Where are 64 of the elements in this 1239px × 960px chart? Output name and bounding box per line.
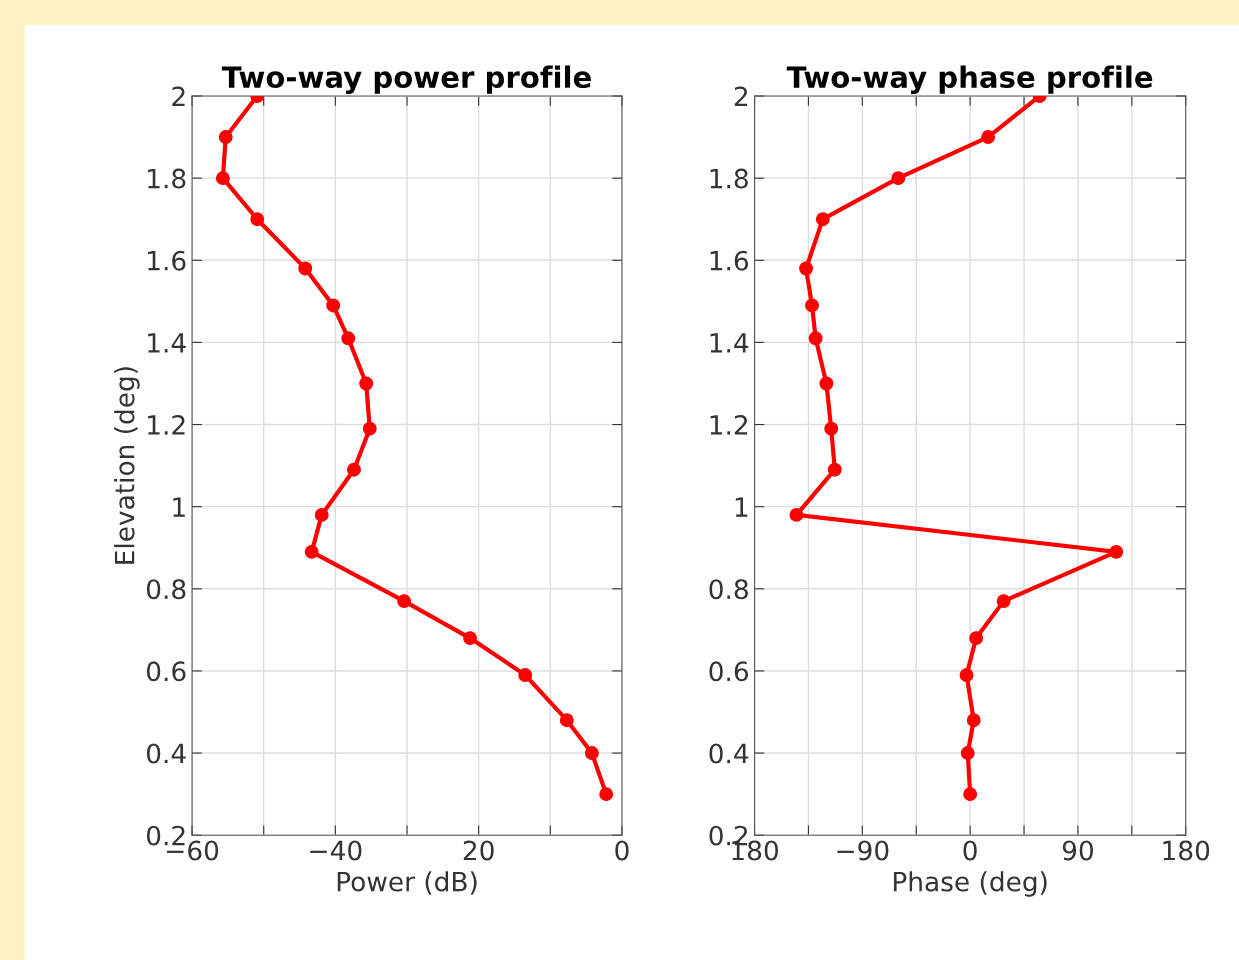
y-tick-label: 0.8 [146,579,186,600]
point [799,261,813,276]
point [966,713,981,728]
point [981,130,996,145]
point [891,171,906,186]
y-tick-label: 1.6 [148,250,186,271]
x-tick-label: 0 [615,840,629,861]
point [314,507,329,522]
chart-title: Two-way power profile [221,65,591,94]
y-tick-label: 1.8 [148,168,186,189]
y-tick-label: 0.4 [146,743,186,764]
y-tick-label: 1.8 [710,168,748,189]
point [960,746,975,761]
y-tick-label: 1.4 [710,333,749,353]
point [959,668,974,682]
point [805,298,819,313]
x-tick-label: 90 [1062,840,1093,861]
point [808,331,823,346]
chart-title: Two-way phase profile [786,65,1153,94]
y-tick-label: 2 [172,86,185,107]
x-axis-title: Power (dB) [337,871,477,895]
y-axis-title: Elevation (deg) [114,367,140,564]
y-tick-label: 1.6 [710,250,749,271]
point [218,130,233,145]
point [559,713,574,728]
point [963,787,978,802]
point [996,594,1011,609]
point [969,631,984,646]
x-tick-label: −90 [837,840,889,861]
x-axis-title: Phase (deg) [893,871,1047,897]
point [518,668,533,682]
point [397,594,412,609]
y-tick-label: 0.6 [146,661,186,682]
y-tick-label: 1.2 [148,414,185,435]
point [599,787,614,802]
point [250,212,265,227]
y-tick-label: 0.4 [709,743,749,764]
point [824,421,839,436]
point [815,212,830,227]
x-tick-label: −40 [310,840,362,861]
point [215,171,230,186]
point [827,462,842,477]
point [347,462,361,477]
y-tick-label: 2 [734,86,748,107]
point [341,331,356,346]
point [362,421,377,436]
y-tick-label: 1.4 [148,333,186,353]
point [1109,544,1124,559]
point [304,544,319,559]
point [298,261,313,276]
y-tick-label: 0.6 [709,661,749,682]
y-tick-label: 1 [735,497,748,517]
point [326,298,341,313]
y-tick-label: 0.8 [709,579,748,600]
point [789,507,804,522]
point [463,631,478,646]
point [359,376,374,391]
point [819,376,834,391]
x-tick-label: 180 [1163,840,1210,861]
point [584,746,599,761]
y-tick-label: 1 [173,497,185,517]
x-tick-label: 20 [463,840,494,861]
y-tick-label: 1.2 [710,414,748,435]
x-tick-label: 0 [963,840,977,861]
